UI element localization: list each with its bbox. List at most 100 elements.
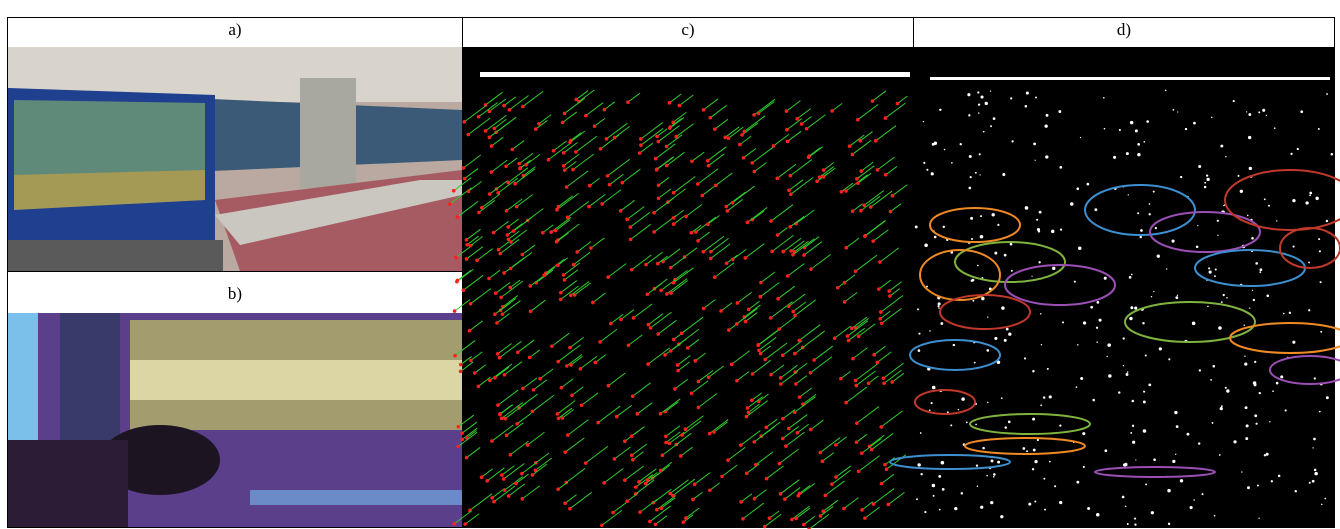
vector-origin bbox=[851, 209, 855, 213]
vector-origin bbox=[488, 136, 492, 140]
particle bbox=[1193, 122, 1196, 125]
vector-origin bbox=[885, 467, 889, 471]
particle bbox=[1204, 182, 1206, 184]
particle bbox=[1083, 321, 1086, 324]
vector-origin bbox=[855, 421, 859, 425]
particle bbox=[1324, 498, 1326, 500]
vector-origin bbox=[727, 328, 731, 332]
particle bbox=[1076, 481, 1079, 484]
particle bbox=[1168, 523, 1170, 525]
particle bbox=[1127, 523, 1129, 525]
particle bbox=[1313, 438, 1316, 441]
particle bbox=[1059, 501, 1062, 504]
vector-origin bbox=[802, 253, 806, 257]
particle bbox=[985, 102, 988, 105]
particle bbox=[1054, 485, 1056, 487]
vector-origin bbox=[713, 275, 717, 279]
vector-origin bbox=[568, 507, 572, 511]
vector-origin bbox=[566, 216, 570, 220]
particle bbox=[1001, 397, 1003, 399]
vector-origin bbox=[809, 428, 813, 432]
particle bbox=[1034, 501, 1036, 503]
vector-origin bbox=[613, 136, 617, 140]
particle bbox=[1049, 461, 1051, 463]
vector-origin bbox=[863, 516, 867, 520]
particle bbox=[1134, 517, 1136, 519]
vector-origin bbox=[563, 502, 567, 506]
vector-origin bbox=[484, 129, 488, 133]
vector-origin bbox=[822, 168, 826, 172]
vector-origin bbox=[672, 338, 676, 342]
vector-origin bbox=[563, 168, 567, 172]
particle bbox=[1155, 227, 1157, 229]
vector-origin bbox=[847, 339, 851, 343]
vector-origin bbox=[529, 284, 533, 288]
vector-origin bbox=[842, 507, 846, 511]
particle bbox=[1206, 174, 1208, 176]
vector-origin bbox=[467, 189, 471, 193]
particle bbox=[1139, 236, 1141, 238]
vector-origin bbox=[502, 477, 506, 481]
particle bbox=[994, 337, 997, 340]
vector-origin bbox=[823, 494, 827, 498]
particle bbox=[1096, 513, 1100, 517]
vector-origin bbox=[490, 170, 494, 174]
vector-origin bbox=[560, 386, 564, 390]
particle bbox=[1005, 426, 1007, 428]
vector-origin bbox=[515, 422, 519, 426]
particle bbox=[1037, 439, 1039, 441]
vector-origin bbox=[854, 269, 858, 273]
particle bbox=[1129, 276, 1132, 279]
vector-origin bbox=[663, 353, 667, 357]
particle bbox=[1074, 281, 1076, 283]
particle bbox=[980, 235, 984, 239]
vector-origin bbox=[557, 205, 561, 209]
vector-origin bbox=[563, 450, 567, 454]
particle bbox=[1318, 128, 1320, 130]
particle bbox=[1321, 504, 1323, 506]
vector-origin bbox=[569, 363, 573, 367]
particle bbox=[1285, 409, 1287, 411]
vector-origin bbox=[665, 145, 669, 149]
vector-origin bbox=[690, 160, 694, 164]
particle bbox=[1001, 306, 1004, 309]
particle bbox=[1165, 90, 1167, 92]
particle bbox=[986, 349, 989, 352]
particle bbox=[1209, 271, 1212, 274]
vector-origin bbox=[884, 116, 888, 120]
particle bbox=[938, 475, 941, 478]
vector-origin bbox=[709, 116, 713, 120]
vector-origin bbox=[883, 463, 887, 467]
vector-origin bbox=[498, 356, 502, 360]
particle bbox=[944, 149, 946, 151]
particle bbox=[1126, 373, 1129, 376]
vector-origin bbox=[694, 230, 698, 234]
particle bbox=[1207, 306, 1209, 308]
particle bbox=[1245, 437, 1248, 440]
vector-origin bbox=[753, 170, 757, 174]
vector-origin bbox=[625, 218, 629, 222]
particle bbox=[1122, 496, 1125, 499]
particle bbox=[942, 488, 945, 491]
particle bbox=[1135, 129, 1138, 132]
particle bbox=[1272, 390, 1274, 392]
vector-origin bbox=[657, 196, 661, 200]
vector-origin bbox=[700, 194, 704, 198]
particle bbox=[1058, 110, 1061, 113]
vector-origin bbox=[791, 310, 795, 314]
vector-origin bbox=[815, 180, 819, 184]
particle bbox=[1180, 176, 1182, 178]
vector-origin bbox=[509, 453, 513, 457]
vector-origin bbox=[496, 352, 500, 356]
vector-origin bbox=[727, 136, 731, 140]
particle bbox=[1166, 268, 1167, 269]
vector-origin bbox=[562, 164, 566, 168]
vector-origin bbox=[772, 144, 776, 148]
vector-origin bbox=[636, 412, 640, 416]
particle bbox=[1240, 190, 1243, 193]
vector-origin bbox=[869, 205, 873, 209]
vector-origin bbox=[668, 442, 672, 446]
vector-origin bbox=[805, 127, 809, 131]
particle bbox=[1040, 313, 1041, 314]
vector-origin bbox=[655, 135, 659, 139]
